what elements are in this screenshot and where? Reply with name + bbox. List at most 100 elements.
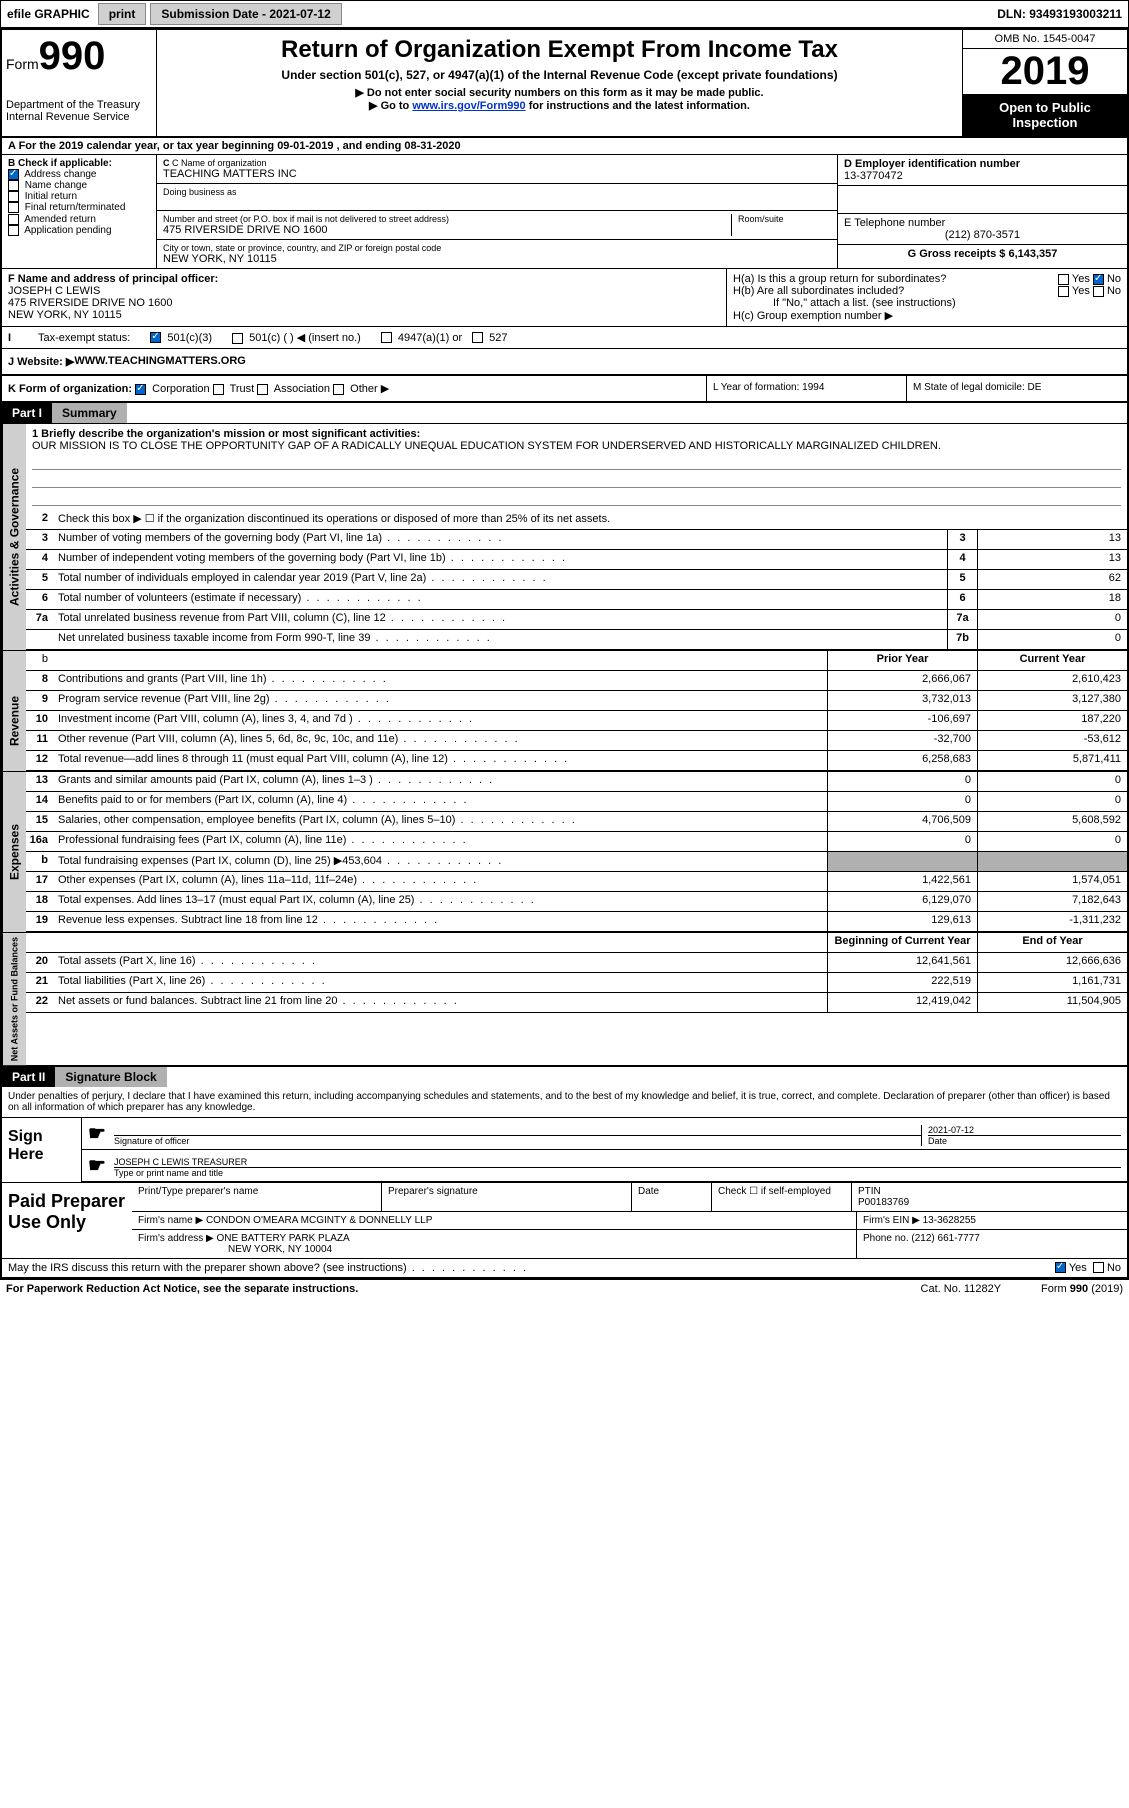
form-number: 990 (39, 34, 106, 78)
print-button[interactable]: print (98, 3, 147, 25)
line-value: 62 (977, 570, 1127, 589)
prior-year-header: Prior Year (827, 651, 977, 670)
sign-here-row: Sign Here ☛ Signature of officer 2021-07… (2, 1117, 1127, 1182)
prior-year-value: -106,697 (827, 711, 977, 730)
omb-number: OMB No. 1545-0047 (963, 30, 1127, 49)
instr-pre: ▶ Go to (369, 100, 412, 112)
website-value: WWW.TEACHINGMATTERS.ORG (74, 355, 246, 368)
dba-label: Doing business as (163, 187, 831, 197)
hb-no-checkbox[interactable] (1093, 286, 1104, 297)
form-header: Form990 Department of the Treasury Inter… (2, 30, 1127, 138)
col-b: B Check if applicable: Address change Na… (2, 155, 157, 268)
prior-year-value: -32,700 (827, 731, 977, 750)
efile-label: efile GRAPHIC (1, 7, 96, 21)
line-value: 18 (977, 590, 1127, 609)
paid-preparer-row: Paid Preparer Use Only Print/Type prepar… (2, 1182, 1127, 1258)
line-box: 7a (947, 610, 977, 629)
b-checkbox-5[interactable] (8, 225, 19, 236)
prior-year-value: 0 (827, 792, 977, 811)
prior-year-value: 0 (827, 772, 977, 791)
date-label: Date (928, 1135, 1121, 1146)
row-j: J Website: ▶ WWW.TEACHINGMATTERS.ORG (2, 349, 1127, 376)
sig-officer-label: Signature of officer (114, 1135, 921, 1146)
prior-year-value: 3,732,013 (827, 691, 977, 710)
prior-year-value: 129,613 (827, 912, 977, 931)
officer-label: F Name and address of principal officer: (8, 273, 720, 285)
irs-link[interactable]: www.irs.gov/Form990 (412, 100, 525, 112)
submission-date-button[interactable]: Submission Date - 2021-07-12 (150, 3, 341, 25)
current-year-value (977, 852, 1127, 871)
line-desc: Investment income (Part VIII, column (A)… (54, 711, 827, 730)
ha-no-checkbox[interactable] (1093, 274, 1104, 285)
hb-yes-checkbox[interactable] (1058, 286, 1069, 297)
b-checkbox-0[interactable] (8, 169, 19, 180)
other-checkbox[interactable] (333, 384, 344, 395)
corp-checkbox[interactable] (135, 384, 146, 395)
4947-checkbox[interactable] (381, 332, 392, 343)
officer-name: JOSEPH C LEWIS (8, 285, 720, 297)
officer-addr2: NEW YORK, NY 10115 (8, 309, 720, 321)
boy-header: Beginning of Current Year (827, 933, 977, 952)
line-value: 13 (977, 530, 1127, 549)
part2-badge: Part II (2, 1067, 55, 1087)
trust-checkbox[interactable] (213, 384, 224, 395)
tel-label: E Telephone number (844, 217, 1121, 229)
line-desc: Other expenses (Part IX, column (A), lin… (54, 872, 827, 891)
current-year-value: 2,610,423 (977, 671, 1127, 690)
b-checkbox-2[interactable] (8, 191, 19, 202)
col-f: F Name and address of principal officer:… (2, 269, 727, 326)
line-box: 4 (947, 550, 977, 569)
ptin-label: PTIN (858, 1186, 881, 1197)
b-checkbox-4[interactable] (8, 214, 19, 225)
firm-name: CONDON O'MEARA MCGINTY & DONNELLY LLP (206, 1215, 432, 1226)
form-container: Form990 Department of the Treasury Inter… (0, 28, 1129, 1279)
state-domicile: M State of legal domicile: DE (907, 376, 1127, 401)
line-value: 0 (977, 610, 1127, 629)
officer-addr1: 475 RIVERSIDE DRIVE NO 1600 (8, 297, 720, 309)
line-desc: Total number of individuals employed in … (54, 570, 947, 589)
topbar: efile GRAPHIC print Submission Date - 20… (0, 0, 1129, 28)
vtab-revenue: Revenue (2, 671, 26, 771)
tax-status-label: Tax-exempt status: (38, 332, 130, 344)
line-desc: Salaries, other compensation, employee b… (54, 812, 827, 831)
inspection-label: Open to Public Inspection (963, 94, 1127, 136)
line-desc: Professional fundraising fees (Part IX, … (54, 832, 827, 851)
discuss-row: May the IRS discuss this return with the… (2, 1258, 1127, 1277)
line-desc: Number of voting members of the governin… (54, 530, 947, 549)
line-value: 13 (977, 550, 1127, 569)
current-year-value: 187,220 (977, 711, 1127, 730)
col-h: H(a) Is this a group return for subordin… (727, 269, 1127, 326)
firm-ein-label: Firm's EIN ▶ (863, 1215, 920, 1226)
sig-arrow-icon-2: ☛ (88, 1153, 106, 1178)
line-desc: Number of independent voting members of … (54, 550, 947, 569)
ha-yes-checkbox[interactable] (1058, 274, 1069, 285)
part1-badge: Part I (2, 403, 52, 423)
firm-addr-label: Firm's address ▶ (138, 1233, 214, 1244)
b-checkbox-1[interactable] (8, 180, 19, 191)
501c-checkbox[interactable] (232, 333, 243, 344)
website-label: J Website: ▶ (8, 355, 74, 368)
line-desc: Contributions and grants (Part VIII, lin… (54, 671, 827, 690)
prior-year-value: 2,666,067 (827, 671, 977, 690)
527-checkbox[interactable] (472, 332, 483, 343)
prep-date-label: Date (632, 1183, 712, 1211)
line-desc: Total unrelated business revenue from Pa… (54, 610, 947, 629)
discuss-no-checkbox[interactable] (1093, 1262, 1104, 1273)
org-address: 475 RIVERSIDE DRIVE NO 1600 (163, 224, 731, 236)
current-year-value: 3,127,380 (977, 691, 1127, 710)
header-right: OMB No. 1545-0047 2019 Open to Public In… (962, 30, 1127, 136)
line-desc: Total expenses. Add lines 13–17 (must eq… (54, 892, 827, 911)
assoc-checkbox[interactable] (257, 384, 268, 395)
phone-label: Phone no. (863, 1233, 909, 1244)
part1-title: Summary (52, 403, 127, 423)
officer-typed-name: JOSEPH C LEWIS TREASURER (114, 1157, 1121, 1167)
current-year-value: 1,161,731 (977, 973, 1127, 992)
current-year-value: 11,504,905 (977, 993, 1127, 1012)
prior-year-value: 1,422,561 (827, 872, 977, 891)
current-year-value: 5,608,592 (977, 812, 1127, 831)
line-box: 6 (947, 590, 977, 609)
501c3-checkbox[interactable] (150, 332, 161, 343)
form-org-label: K Form of organization: (8, 383, 132, 395)
discuss-yes-checkbox[interactable] (1055, 1262, 1066, 1273)
b-checkbox-3[interactable] (8, 202, 19, 213)
